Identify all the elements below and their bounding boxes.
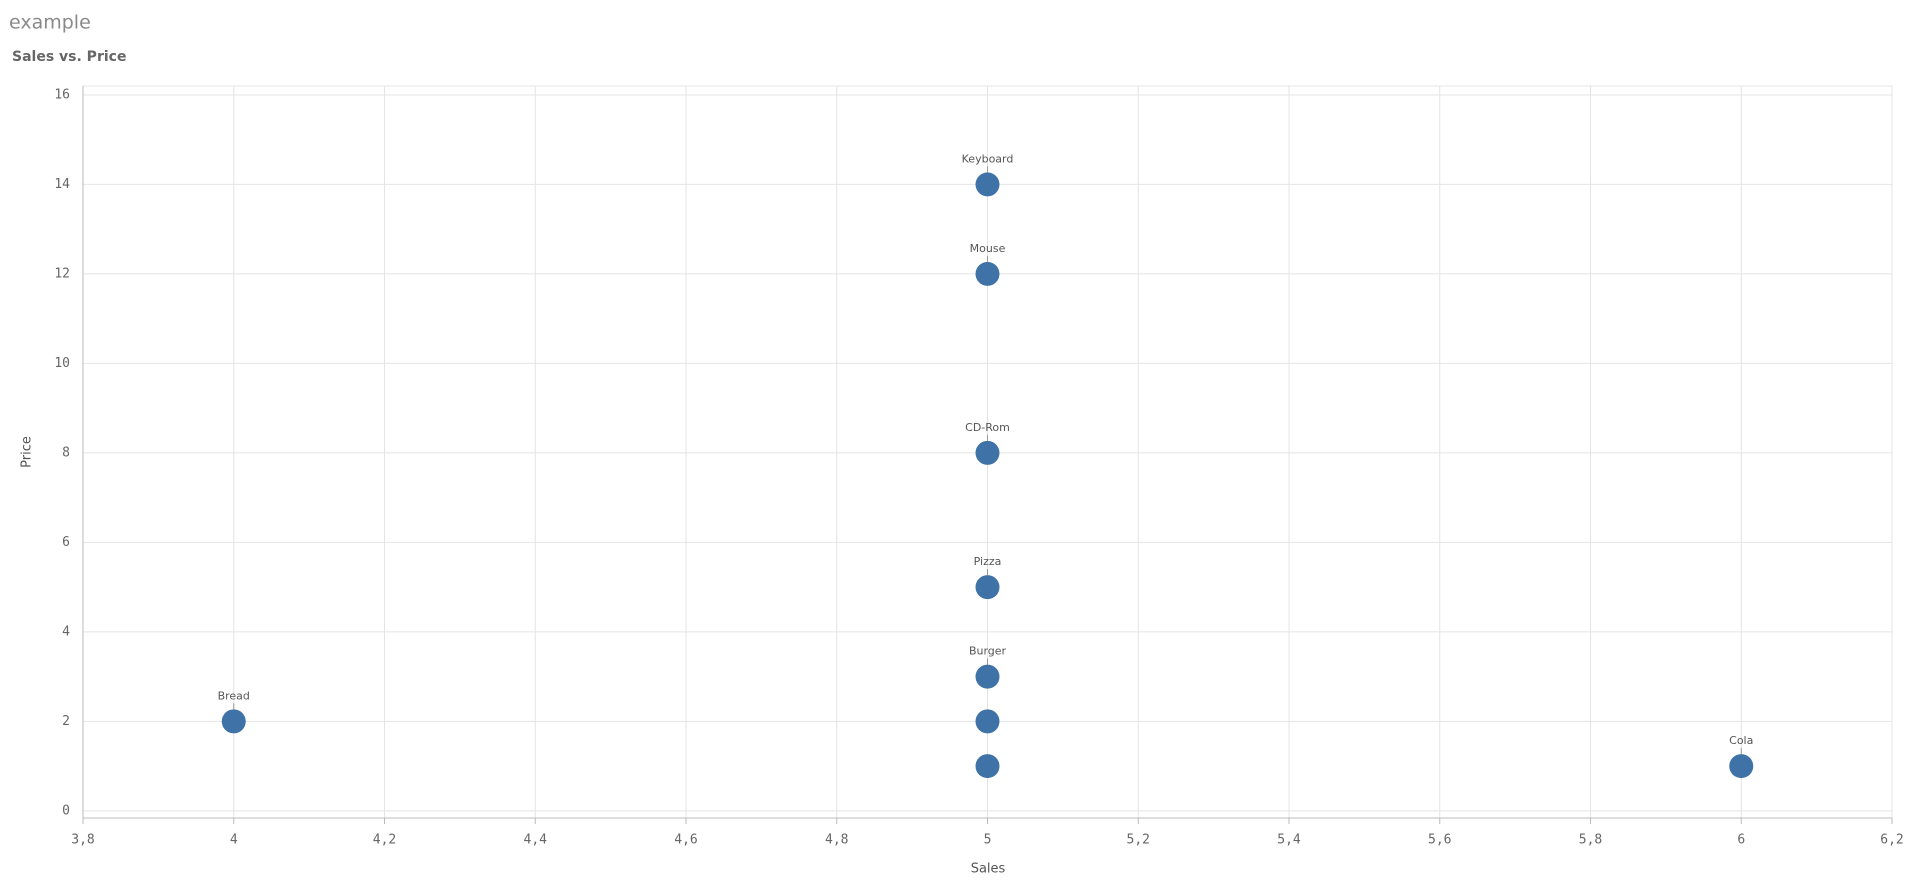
y-tick-label: 16 [54, 87, 70, 102]
y-tick-label: 2 [62, 714, 70, 729]
chart-title: example [9, 12, 91, 34]
y-tick-label: 12 [54, 266, 70, 281]
x-tick-label: 4,8 [825, 833, 848, 848]
point-label: Bread [218, 689, 250, 702]
y-tick-label: 4 [62, 624, 70, 639]
x-tick-label: 5,2 [1127, 833, 1150, 848]
x-axis-label: Sales [971, 862, 1006, 877]
point-label: Mouse [970, 242, 1006, 255]
point-label: CD-Rom [965, 421, 1010, 434]
x-tick-label: 3,8 [71, 833, 94, 848]
point-label: Pizza [974, 555, 1002, 568]
point [975, 754, 1000, 779]
y-tick-label: 0 [62, 803, 70, 818]
point [975, 709, 1000, 734]
point [975, 172, 1000, 197]
y-tick-label: 8 [62, 445, 70, 460]
point [975, 664, 1000, 689]
chart-subtitle: Sales vs. Price [12, 49, 126, 65]
point [975, 440, 1000, 465]
y-axis-label: Price [20, 436, 35, 468]
x-tick-label: 4,6 [674, 833, 697, 848]
point-label: Keyboard [962, 152, 1014, 165]
x-tick-label: 5,6 [1428, 833, 1451, 848]
y-tick-label: 14 [54, 177, 70, 192]
x-tick-label: 6 [1737, 833, 1745, 848]
x-tick-label: 5,8 [1579, 833, 1602, 848]
y-tick-label: 6 [62, 535, 70, 550]
point [1729, 754, 1754, 779]
point [221, 709, 246, 734]
point-label: Burger [969, 645, 1007, 658]
point-label: Cola [1729, 734, 1753, 747]
x-tick-label: 4,4 [524, 833, 548, 848]
x-tick-label: 5,4 [1277, 833, 1301, 848]
point [975, 261, 1000, 286]
x-tick-label: 4,2 [373, 833, 396, 848]
x-tick-label: 6,2 [1880, 833, 1903, 848]
point [975, 575, 1000, 600]
x-tick-label: 4 [230, 833, 238, 848]
x-tick-label: 5 [984, 833, 992, 848]
y-tick-label: 10 [54, 356, 70, 371]
